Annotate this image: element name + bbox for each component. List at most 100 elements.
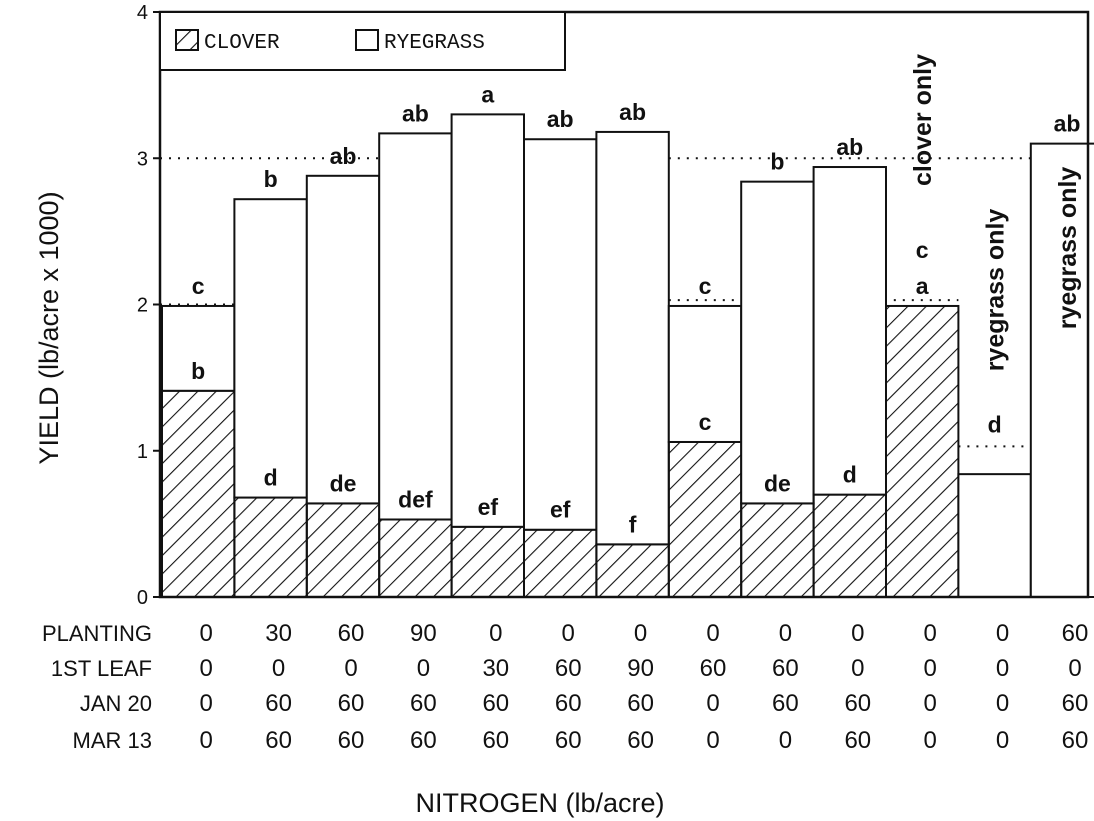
table-cell-0-6: 0 — [634, 620, 647, 647]
y-tick-label-1: 1 — [137, 441, 148, 463]
table-cell-2-2: 60 — [338, 690, 365, 717]
table-cell-1-6: 90 — [627, 655, 654, 682]
legend-swatch-1 — [355, 29, 379, 51]
table-cell-1-8: 60 — [772, 655, 799, 682]
table-cell-2-12: 60 — [1062, 690, 1089, 717]
bar-clover-10 — [885, 304, 960, 598]
table-cell-3-4: 60 — [482, 727, 509, 754]
bar-ryegrass-9 — [812, 166, 887, 496]
clover-label-5: ef — [550, 497, 571, 523]
table-cell-3-5: 60 — [555, 727, 582, 754]
total-label-10: c — [916, 237, 929, 263]
bar-clover-3 — [378, 518, 453, 598]
table-cell-1-12: 0 — [1068, 655, 1081, 682]
table-cell-0-11: 0 — [996, 620, 1009, 647]
table-row-label-3: MAR 13 — [73, 728, 152, 753]
clover-label-8: de — [764, 470, 791, 496]
total-label-12: ab — [1054, 111, 1081, 137]
axes-group: 0 1 2 3 4 — [137, 2, 1090, 609]
table-cell-0-7: 0 — [706, 620, 719, 647]
table-row-label-2: JAN 20 — [80, 691, 152, 716]
bar-ryegrass-4 — [450, 113, 526, 528]
bar-clover-4 — [450, 525, 526, 598]
table-cell-3-2: 60 — [338, 727, 365, 754]
table-cell-3-11: 0 — [996, 727, 1009, 754]
bars-group — [161, 113, 1094, 598]
table-cell-0-1: 30 — [265, 620, 292, 647]
bar-ryegrass-12 — [1029, 142, 1094, 598]
clover-label-1: d — [264, 465, 278, 491]
clover-label-6: f — [629, 511, 637, 537]
table-cell-0-0: 0 — [200, 620, 213, 647]
clover-label-3: def — [398, 486, 433, 512]
table-cell-0-12: 60 — [1062, 620, 1089, 647]
clover-label-9: d — [843, 462, 857, 488]
bar-labels-group: c b ab ab a ab ab c b ab c d ab b d de def ef ef f c de d a clov… — [191, 54, 1082, 537]
table-cell-2-0: 0 — [200, 690, 213, 717]
table-cell-0-9: 0 — [851, 620, 864, 647]
legend: CLOVER RYEGRASS — [159, 11, 566, 71]
total-label-2: ab — [330, 143, 357, 169]
table-cell-3-7: 0 — [706, 727, 719, 754]
total-label-6: ab — [619, 99, 646, 125]
bar-ryegrass-8 — [740, 180, 815, 505]
table-cell-3-0: 0 — [200, 727, 213, 754]
bar-ryegrass-3 — [378, 132, 453, 521]
bar-ryegrass-6 — [595, 130, 670, 546]
table-cell-1-10: 0 — [924, 655, 937, 682]
bar-ryegrass-1 — [233, 198, 308, 499]
total-label-11: d — [988, 411, 1002, 437]
bar-ryegrass-11 — [957, 473, 1032, 598]
total-label-1: b — [264, 166, 278, 192]
table-cell-2-4: 60 — [482, 690, 509, 717]
bar-clover-9 — [812, 493, 887, 598]
bar-clover-8 — [740, 502, 815, 598]
legend-label-1: RYEGRASS — [384, 32, 485, 55]
clover-label-0: b — [191, 358, 205, 384]
table-row-label-1: 1ST LEAF — [51, 656, 152, 681]
table-cell-2-6: 60 — [627, 690, 654, 717]
bar-clover-7 — [667, 440, 743, 598]
total-label-5: ab — [547, 106, 574, 132]
total-label-8: b — [770, 149, 784, 175]
table-cell-0-2: 60 — [338, 620, 365, 647]
table-cell-2-9: 60 — [844, 690, 871, 717]
legend-label-0: CLOVER — [204, 32, 280, 55]
table-cell-3-8: 0 — [779, 727, 792, 754]
bar-clover-1 — [233, 496, 308, 598]
bar-clover-5 — [523, 528, 598, 598]
table-cell-3-1: 60 — [265, 727, 292, 754]
table-cell-3-9: 60 — [844, 727, 871, 754]
table-cell-3-3: 60 — [410, 727, 437, 754]
bar-ryegrass-2 — [305, 174, 381, 505]
clover-label-7: c — [699, 409, 712, 435]
y-tick-label-0: 0 — [137, 587, 148, 609]
table-cell-2-7: 0 — [706, 690, 719, 717]
clover-label-2: de — [330, 470, 357, 496]
table-row-label-0: PLANTING — [42, 621, 152, 646]
table-cell-1-4: 30 — [482, 655, 509, 682]
table-cell-1-1: 0 — [272, 655, 285, 682]
total-label-9: ab — [836, 134, 863, 160]
clover-label-4: ef — [478, 494, 499, 520]
table-cell-1-7: 60 — [700, 655, 727, 682]
table-cell-2-3: 60 — [410, 690, 437, 717]
bar-ryegrass-5 — [523, 138, 598, 531]
table-cell-0-8: 0 — [779, 620, 792, 647]
table-cell-0-10: 0 — [924, 620, 937, 647]
legend-swatch-0 — [175, 29, 199, 51]
table-cell-1-11: 0 — [996, 655, 1009, 682]
table-cell-2-10: 0 — [924, 690, 937, 717]
table-cell-2-8: 60 — [772, 690, 799, 717]
bar-note-12: ryegrass only — [1054, 167, 1082, 330]
y-tick-label-4: 4 — [137, 2, 148, 24]
table-cell-3-12: 60 — [1062, 727, 1089, 754]
table-cell-3-6: 60 — [627, 727, 654, 754]
table-cell-0-3: 90 — [410, 620, 437, 647]
x-axis-title: NITROGEN (lb/acre) — [415, 788, 664, 818]
table-cell-2-5: 60 — [555, 690, 582, 717]
table-cell-1-5: 60 — [555, 655, 582, 682]
y-tick-label-2: 2 — [137, 295, 148, 317]
